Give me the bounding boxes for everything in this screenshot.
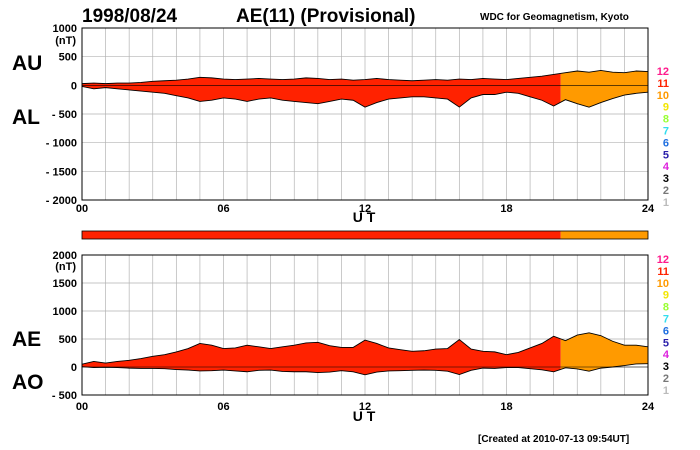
unit-label: (nT) bbox=[55, 261, 76, 273]
au-al-panel: AU AL (nT) U T 1000 500 0 - 500 - 1000 - 1500… bbox=[12, 23, 655, 225]
series-line-ae bbox=[81, 332, 649, 365]
strip-segment bbox=[82, 231, 561, 239]
legend-entry: 10 bbox=[657, 278, 669, 290]
legend-entry: 1 bbox=[663, 385, 669, 397]
x-axis-label: U T bbox=[353, 209, 376, 225]
legend-entry: 9 bbox=[663, 290, 669, 302]
y-tick-label: - 500 bbox=[52, 390, 77, 402]
y-tick-label: 500 bbox=[59, 334, 77, 346]
y-tick-label: 1500 bbox=[53, 278, 77, 290]
area-segment bbox=[82, 336, 561, 375]
legend-entry: 6 bbox=[663, 137, 669, 149]
legend-entry: 3 bbox=[663, 173, 669, 185]
ae-label: AE bbox=[12, 328, 41, 351]
al-label: AL bbox=[12, 106, 40, 129]
y-tick-label: 1000 bbox=[53, 23, 77, 35]
legend-entry: 8 bbox=[663, 114, 669, 126]
legend-entry: 6 bbox=[663, 325, 669, 337]
legend-entry: 4 bbox=[663, 161, 670, 173]
legend-entry: 5 bbox=[663, 337, 669, 349]
x-tick-label: 24 bbox=[642, 401, 655, 413]
series-line-au bbox=[81, 69, 649, 85]
x-tick-label: 12 bbox=[359, 401, 371, 413]
y-tick-label: 0 bbox=[71, 362, 77, 374]
x-tick-label: 06 bbox=[217, 401, 229, 413]
y-tick-label: 0 bbox=[71, 80, 77, 92]
strip-segment bbox=[560, 231, 648, 239]
strip-frame bbox=[81, 230, 649, 240]
x-tick-label: 12 bbox=[359, 203, 371, 215]
legend-entry: 2 bbox=[663, 373, 669, 385]
index-title: AE(11) (Provisional) bbox=[236, 6, 416, 27]
y-tick-label: - 2000 bbox=[46, 195, 77, 207]
series-line-al bbox=[81, 86, 649, 108]
plot-frame bbox=[81, 254, 649, 396]
area-segment bbox=[560, 70, 648, 108]
legend-entry: 2 bbox=[663, 185, 669, 197]
y-tick-label: - 500 bbox=[52, 109, 77, 121]
y-tick-label: 2000 bbox=[53, 250, 77, 262]
legend-entry: 10 bbox=[657, 90, 669, 102]
x-tick-label: 00 bbox=[76, 401, 88, 413]
legend-entry: 12 bbox=[657, 66, 669, 78]
unit-label: (nT) bbox=[55, 35, 76, 47]
legend-entry: 8 bbox=[663, 302, 669, 314]
y-tick-label: - 1000 bbox=[46, 138, 77, 150]
ao-label: AO bbox=[12, 371, 44, 394]
legend-entry: 3 bbox=[663, 361, 669, 373]
x-tick-label: 18 bbox=[500, 401, 512, 413]
color-strip bbox=[81, 230, 649, 240]
area-segment bbox=[560, 332, 648, 372]
legend-entry: 7 bbox=[663, 126, 669, 138]
legend-entry: 5 bbox=[663, 149, 669, 161]
au-label: AU bbox=[12, 52, 42, 75]
y-tick-label: 500 bbox=[59, 52, 77, 64]
legend-entry: 12 bbox=[657, 254, 669, 266]
series-line-ao bbox=[81, 363, 649, 376]
legend-entry: 1 bbox=[663, 197, 669, 209]
x-tick-label: 06 bbox=[217, 203, 229, 215]
legend-entry: 11 bbox=[657, 266, 669, 278]
legend-entry: 9 bbox=[663, 102, 669, 114]
credit-text: WDC for Geomagnetism, Kyoto bbox=[480, 12, 629, 23]
plot-frame bbox=[81, 27, 649, 201]
legend-entry: 11 bbox=[657, 78, 669, 90]
date-title: 1998/08/24 bbox=[82, 6, 178, 27]
x-tick-label: 24 bbox=[642, 203, 655, 215]
x-tick-label: 18 bbox=[500, 203, 512, 215]
legend-entry: 4 bbox=[663, 349, 670, 361]
x-axis-label: U T bbox=[353, 408, 376, 424]
created-timestamp: [Created at 2010-07-13 09:54UT] bbox=[478, 434, 629, 445]
x-tick-label: 00 bbox=[76, 203, 88, 215]
y-tick-label: 1000 bbox=[53, 306, 77, 318]
legend-entry: 7 bbox=[663, 314, 669, 326]
y-tick-label: - 1500 bbox=[46, 166, 77, 178]
area-segment bbox=[82, 73, 561, 108]
